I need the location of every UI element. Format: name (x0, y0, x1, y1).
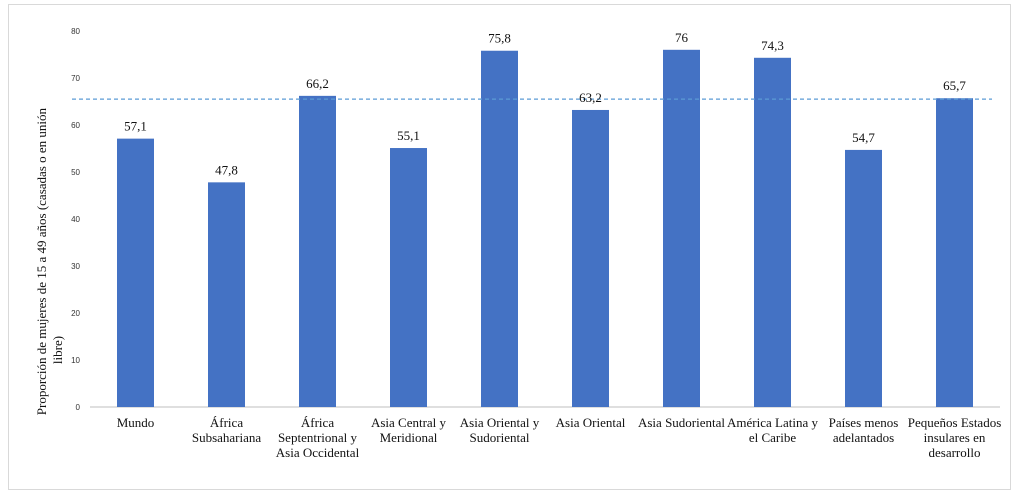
data-label: 63,2 (579, 90, 602, 105)
bar (117, 138, 154, 407)
y-tick-label: 50 (71, 168, 80, 177)
x-tick-label: Asia Sudoriental (638, 415, 725, 430)
data-label: 76 (675, 30, 689, 45)
y-tick-label: 30 (71, 262, 80, 271)
data-label: 75,8 (488, 31, 511, 46)
x-tick-label: América Latina y el Caribe (727, 415, 818, 445)
x-tick-label: Asia Central y Meridional (371, 415, 447, 445)
y-axis-title: Proporción de mujeres de 15 a 49 años (c… (34, 105, 65, 415)
data-label: 66,2 (306, 76, 329, 91)
y-tick-label: 20 (71, 309, 80, 318)
x-tick-label: Mundo (117, 415, 155, 430)
data-label: 65,7 (943, 78, 966, 93)
bar (936, 98, 973, 408)
bar (663, 49, 700, 408)
x-tick-label: África Septentrional y Asia Occidental (276, 415, 360, 460)
bar (299, 95, 336, 408)
x-tick-label: Pequeños Estados insulares en desarrollo (908, 415, 1002, 460)
data-label: 55,1 (397, 128, 420, 143)
bar (390, 148, 427, 407)
data-label: 74,3 (761, 38, 784, 53)
data-label: 57,1 (124, 119, 147, 134)
y-tick-label: 40 (71, 215, 80, 224)
y-tick-label: 10 (71, 356, 80, 365)
x-tick-label: Asia Oriental (556, 415, 626, 430)
bar (754, 57, 791, 407)
y-tick-label: 70 (71, 74, 80, 83)
x-tick-label: África Subsahariana (192, 415, 262, 445)
data-label: 54,7 (852, 130, 875, 145)
y-tick-label: 60 (71, 121, 80, 130)
bar (572, 109, 609, 408)
y-tick-label: 0 (76, 403, 81, 412)
x-tick-label: Asia Oriental y Sudoriental (460, 415, 540, 445)
y-tick-label: 80 (71, 27, 80, 36)
x-tick-label: Países menos adelantados (829, 415, 899, 445)
bar (481, 50, 518, 408)
bar (845, 149, 882, 407)
bar (208, 182, 245, 407)
data-label: 47,8 (215, 162, 238, 177)
